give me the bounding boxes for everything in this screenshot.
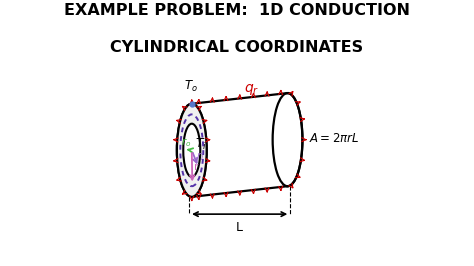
- Ellipse shape: [273, 93, 302, 186]
- Text: CYLINDRICAL COORDINATES: CYLINDRICAL COORDINATES: [110, 40, 364, 55]
- Text: $q_r$: $q_r$: [245, 82, 260, 97]
- Text: L: L: [236, 221, 243, 234]
- Polygon shape: [192, 93, 288, 197]
- Text: $T_i$: $T_i$: [195, 137, 207, 152]
- Text: $r_i$: $r_i$: [196, 151, 204, 163]
- Ellipse shape: [183, 124, 201, 177]
- Text: $T_o$: $T_o$: [183, 79, 197, 94]
- Ellipse shape: [177, 104, 207, 197]
- Text: $r_o$: $r_o$: [181, 136, 191, 149]
- Text: r: r: [194, 161, 199, 172]
- Text: EXAMPLE PROBLEM:  1D CONDUCTION: EXAMPLE PROBLEM: 1D CONDUCTION: [64, 3, 410, 18]
- Text: $A = 2\pi rL$: $A = 2\pi rL$: [309, 132, 359, 145]
- Ellipse shape: [183, 124, 201, 177]
- Ellipse shape: [177, 104, 207, 197]
